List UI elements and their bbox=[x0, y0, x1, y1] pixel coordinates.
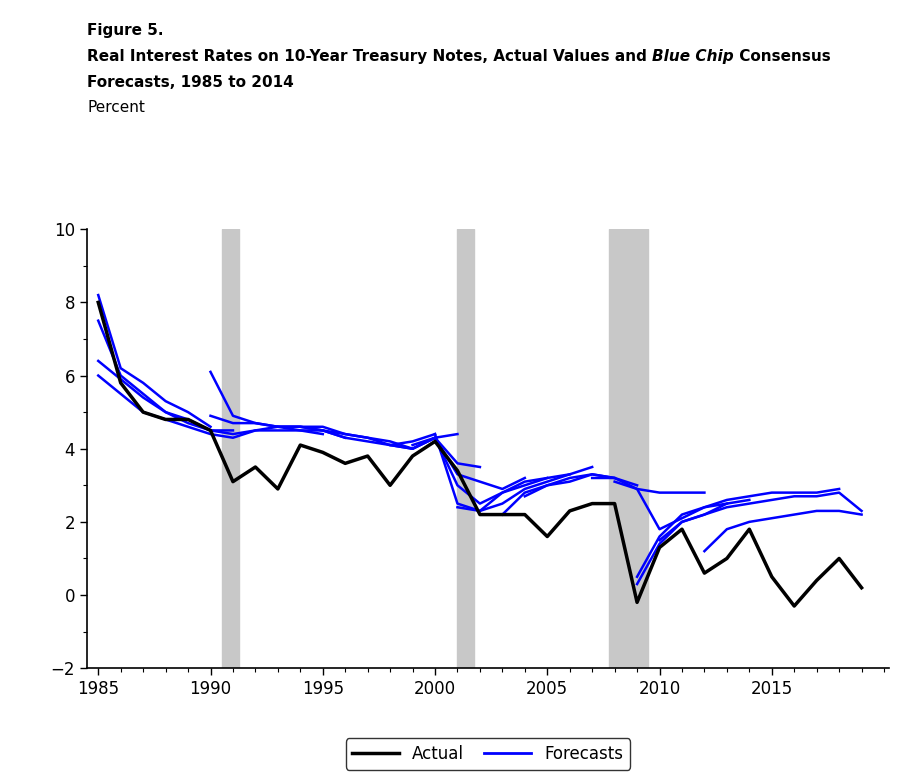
Text: Real Interest Rates on 10-Year Treasury Notes, Actual Values and: Real Interest Rates on 10-Year Treasury … bbox=[87, 49, 652, 64]
Text: Figure 5.: Figure 5. bbox=[87, 23, 164, 38]
Legend: Actual, Forecasts: Actual, Forecasts bbox=[345, 738, 630, 770]
Text: Forecasts, 1985 to 2014: Forecasts, 1985 to 2014 bbox=[87, 75, 294, 89]
Text: Percent: Percent bbox=[87, 100, 145, 115]
Text: Consensus: Consensus bbox=[734, 49, 831, 64]
Bar bbox=[222, 229, 238, 668]
Bar bbox=[609, 229, 649, 668]
Text: Blue Chip: Blue Chip bbox=[652, 49, 734, 64]
Bar bbox=[457, 229, 474, 668]
